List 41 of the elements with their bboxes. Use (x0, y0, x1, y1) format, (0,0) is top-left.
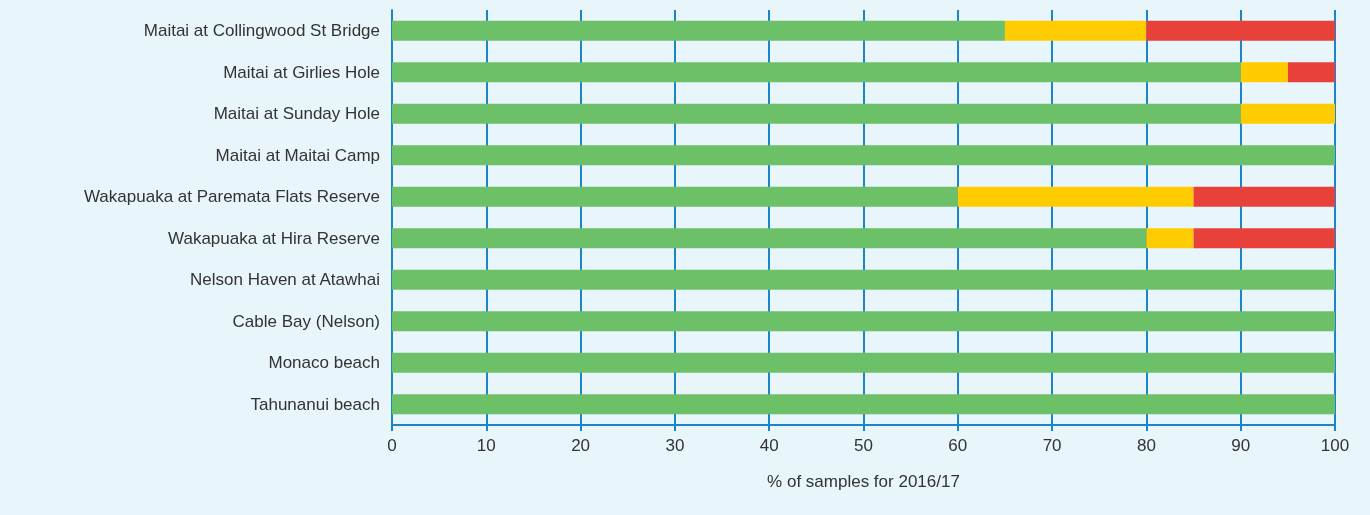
y-tick-label: Tahunanui beach (250, 394, 380, 414)
x-tick-label: 80 (1136, 436, 1156, 455)
bar (1146, 20, 1335, 41)
y-tick-label: Monaco beach (268, 353, 380, 373)
y-tick-label: Maitai at Collingwood St Bridge (143, 21, 380, 41)
bar (1287, 62, 1335, 83)
x-tick-label: 90 (1231, 436, 1251, 455)
bar (392, 311, 1335, 332)
bar (392, 352, 1335, 373)
bar (392, 269, 1335, 290)
bar (1240, 103, 1335, 124)
bar (1193, 186, 1335, 207)
bar (1193, 228, 1335, 249)
x-tick-label: 0 (387, 436, 397, 455)
bar (392, 62, 1241, 83)
y-tick-label: Maitai at Sunday Hole (213, 104, 380, 124)
bar (957, 186, 1194, 207)
x-tick-label: 70 (1042, 436, 1062, 455)
y-tick-label: Nelson Haven at Atawhai (190, 270, 380, 290)
bar (392, 145, 1335, 166)
y-tick-label: Maitai at Maitai Camp (215, 145, 380, 165)
x-tick-label: 30 (665, 436, 685, 455)
x-tick-label: 100 (1320, 436, 1350, 455)
bar (1240, 62, 1288, 83)
bar (392, 20, 1005, 41)
x-tick-label: 60 (948, 436, 968, 455)
x-tick-label: 20 (571, 436, 591, 455)
bar (392, 228, 1147, 249)
y-tick-label: Maitai at Girlies Hole (223, 62, 380, 82)
bar (392, 394, 1335, 415)
x-axis-title: % of samples for 2016/17 (767, 472, 960, 491)
y-tick-label: Wakapuaka at Paremata Flats Reserve (83, 187, 380, 207)
y-tick-label: Wakapuaka at Hira Reserve (168, 228, 380, 248)
x-tick-label: 40 (759, 436, 779, 455)
x-tick-label: 10 (476, 436, 496, 455)
bar (392, 103, 1241, 124)
bar (1146, 228, 1194, 249)
y-tick-label: Cable Bay (Nelson) (232, 311, 380, 331)
bar (392, 186, 958, 207)
x-tick-label: 50 (854, 436, 873, 455)
bar (1004, 20, 1147, 41)
